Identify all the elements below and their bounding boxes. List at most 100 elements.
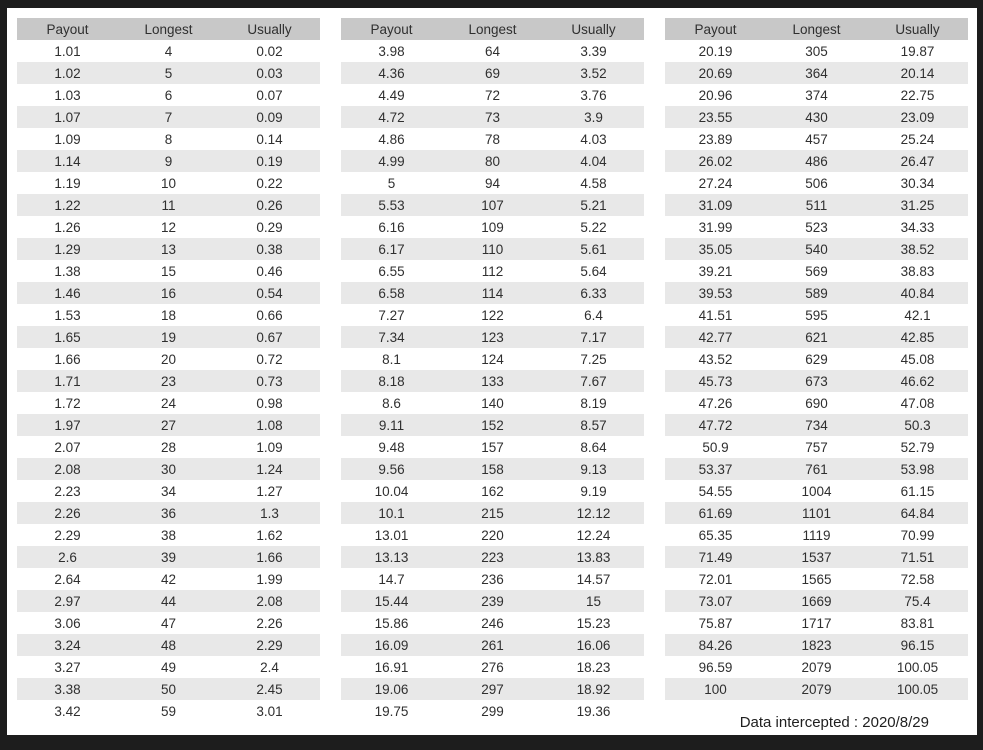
cell-payout: 54.55 — [698, 483, 733, 499]
cell-usually: 5.61 — [543, 238, 644, 260]
table-row: 20.96 374 22.75 — [665, 84, 968, 106]
cell-payout: 15.44 — [341, 590, 442, 612]
cell-usually: 25.24 — [900, 131, 935, 147]
cell-payout: 35.05 — [665, 238, 766, 260]
cell-usually: 0.46 — [256, 263, 283, 279]
cell-usually: 71.51 — [867, 546, 968, 568]
table-row: 1.46 16 0.54 — [17, 282, 320, 304]
cell-payout: 2.97 — [17, 590, 118, 612]
table-row: 4.99 80 4.04 — [341, 150, 644, 172]
cell-longest: 261 — [442, 634, 543, 656]
table-row: 1.53 18 0.66 — [17, 304, 320, 326]
table-row: 2.64 42 1.99 — [17, 568, 320, 590]
column-header-usually: Usually — [543, 18, 644, 40]
table-row: 4.36 69 3.52 — [341, 62, 644, 84]
cell-usually: 18.23 — [576, 659, 611, 675]
cell-longest: 49 — [160, 659, 177, 675]
cell-usually: 2.26 — [256, 615, 283, 631]
cell-usually: 9.19 — [580, 483, 607, 499]
cell-longest: 140 — [481, 395, 504, 411]
table-row: 2.07 28 1.09 — [17, 436, 320, 458]
cell-longest: 220 — [481, 527, 504, 543]
cell-usually: 42.85 — [867, 326, 968, 348]
table-row: 50.9 757 52.79 — [665, 436, 968, 458]
table-row: 4.49 72 3.76 — [341, 84, 644, 106]
table-row: 13.01 220 12.24 — [341, 524, 644, 546]
table-row: 41.51 595 42.1 — [665, 304, 968, 326]
cell-payout: 6.17 — [341, 238, 442, 260]
table-row: 1.65 19 0.67 — [17, 326, 320, 348]
cell-longest: 11 — [118, 194, 219, 216]
cell-longest: 223 — [442, 546, 543, 568]
table-row: 61.69 1101 64.84 — [665, 502, 968, 524]
cell-payout: 3.98 — [378, 43, 405, 59]
table-row: 1.29 13 0.38 — [17, 238, 320, 260]
cell-usually: 30.34 — [900, 175, 935, 191]
cell-longest: 122 — [481, 307, 504, 323]
cell-payout: 39.53 — [665, 282, 766, 304]
cell-longest: 511 — [766, 194, 867, 216]
cell-usually: 9.13 — [543, 458, 644, 480]
cell-payout: 1.14 — [17, 150, 118, 172]
cell-longest: 9 — [118, 150, 219, 172]
cell-payout: 1.03 — [54, 87, 81, 103]
cell-longest: 44 — [118, 590, 219, 612]
table-row: 15.44 239 15 — [341, 590, 644, 612]
cell-payout: 3.42 — [54, 703, 81, 719]
cell-payout: 43.52 — [698, 351, 733, 367]
cell-payout: 6.16 — [378, 219, 405, 235]
cell-payout: 1.72 — [54, 395, 81, 411]
cell-longest: 107 — [442, 194, 543, 216]
cell-usually: 5.64 — [580, 263, 607, 279]
cell-usually: 1.62 — [256, 527, 283, 543]
cell-longest: 276 — [481, 659, 504, 675]
cell-payout: 14.7 — [378, 571, 405, 587]
cell-usually: 45.08 — [900, 351, 935, 367]
cell-usually: 0.14 — [256, 131, 283, 147]
cell-longest: 110 — [442, 238, 543, 260]
cell-payout: 31.09 — [665, 194, 766, 216]
table-row: 39.53 589 40.84 — [665, 282, 968, 304]
cell-longest: 20 — [160, 351, 177, 367]
cell-payout: 20.19 — [698, 43, 733, 59]
content-area: Payout Longest Usually 1.01 4 0.02 1.02 5 0.03 1.… — [7, 8, 977, 735]
cell-longest: 114 — [442, 282, 543, 304]
cell-payout: 26.02 — [665, 150, 766, 172]
cell-usually: 0.73 — [219, 370, 320, 392]
cell-longest: 2079 — [801, 659, 832, 675]
table-row: 1.03 6 0.07 — [17, 84, 320, 106]
cell-usually: 23.09 — [867, 106, 968, 128]
cell-longest: 8 — [164, 131, 173, 147]
cell-payout: 10.1 — [341, 502, 442, 524]
cell-usually: 3.39 — [580, 43, 607, 59]
cell-payout: 61.69 — [665, 502, 766, 524]
cell-payout: 1.22 — [17, 194, 118, 216]
cell-payout: 16.91 — [374, 659, 409, 675]
table-row: 96.59 2079 100.05 — [665, 656, 968, 678]
cell-longest: 486 — [766, 150, 867, 172]
cell-longest: 374 — [805, 87, 828, 103]
table-row: 3.27 49 2.4 — [17, 656, 320, 678]
cell-usually: 0.29 — [256, 219, 283, 235]
cell-usually: 12.12 — [543, 502, 644, 524]
table-row: 6.17 110 5.61 — [341, 238, 644, 260]
table-row: 4.86 78 4.03 — [341, 128, 644, 150]
cell-payout: 2.08 — [17, 458, 118, 480]
cell-payout: 47.72 — [665, 414, 766, 436]
cell-longest: 24 — [160, 395, 177, 411]
cell-longest: 28 — [160, 439, 177, 455]
cell-payout: 39.21 — [698, 263, 733, 279]
cell-usually: 8.57 — [543, 414, 644, 436]
cell-longest: 595 — [805, 307, 828, 323]
cell-payout: 96.59 — [698, 659, 733, 675]
table-row: 5 94 4.58 — [341, 172, 644, 194]
cell-longest: 4 — [164, 43, 173, 59]
cell-longest: 162 — [481, 483, 504, 499]
cell-usually: 0.98 — [256, 395, 283, 411]
column-header-payout: Payout — [665, 18, 766, 40]
cell-longest: 6 — [164, 87, 173, 103]
table-row: 1.26 12 0.29 — [17, 216, 320, 238]
cell-usually: 0.19 — [219, 150, 320, 172]
cell-usually: 40.84 — [867, 282, 968, 304]
cell-payout: 3.38 — [17, 678, 118, 700]
